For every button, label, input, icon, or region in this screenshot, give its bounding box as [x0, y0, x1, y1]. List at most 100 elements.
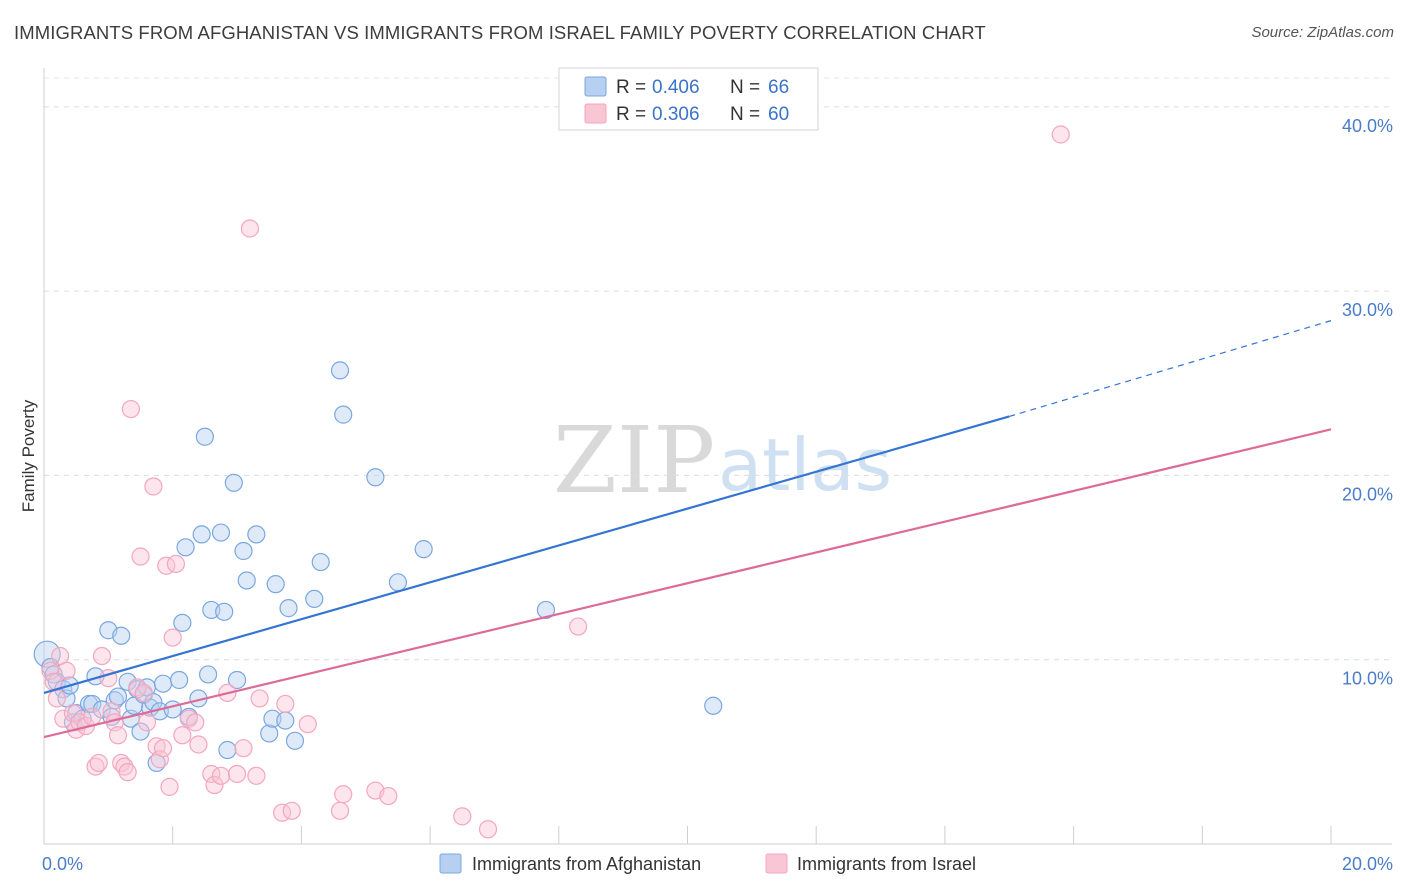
point-series-1-57: [569, 617, 588, 636]
point-series-1-48: [276, 694, 295, 714]
bottom-legend-swatch-israel: [765, 853, 788, 874]
y-tick-labels: 10.0% 20.0% 30.0% 40.0%: [1342, 116, 1393, 689]
point-series-0-51: [266, 575, 285, 594]
point-series-0-62: [536, 600, 556, 620]
point-series-1-58: [1051, 125, 1070, 144]
data-points: [33, 125, 1070, 839]
point-series-0-38: [195, 427, 214, 446]
point-series-1-52: [334, 785, 353, 804]
point-series-0-37: [192, 525, 211, 544]
point-series-1-19: [115, 757, 134, 776]
point-series-1-45: [247, 766, 266, 785]
top-legend: R = 0.406 N = 66 R = 0.306 N = 60: [558, 67, 819, 131]
point-series-1-2: [47, 689, 66, 708]
point-series-1-5: [57, 661, 76, 680]
point-series-1-29: [153, 739, 173, 758]
point-series-0-60: [388, 573, 408, 592]
y-tick-label-2: 30.0%: [1342, 300, 1393, 320]
point-series-0-59: [366, 468, 385, 487]
point-series-0-42: [215, 602, 234, 621]
point-series-0-52: [276, 711, 295, 730]
point-series-0-46: [234, 541, 253, 561]
point-series-1-34: [173, 726, 192, 745]
point-series-1-20: [118, 763, 137, 782]
y-axis-label: Family Poverty: [19, 399, 38, 512]
point-series-1-54: [379, 786, 398, 806]
point-series-1-23: [131, 547, 150, 566]
point-series-0-63: [704, 696, 723, 715]
point-series-1-36: [186, 713, 205, 732]
point-series-0-39: [198, 665, 218, 684]
point-series-0-45: [227, 670, 247, 690]
point-series-1-55: [453, 807, 472, 826]
point-series-1-15: [102, 702, 121, 721]
point-series-1-46: [250, 689, 269, 708]
point-series-1-56: [478, 820, 498, 839]
point-series-1-39: [205, 775, 224, 795]
point-series-1-50: [298, 715, 317, 734]
point-series-0-44: [224, 473, 243, 492]
point-series-0-54: [285, 731, 305, 750]
point-series-0-43: [218, 740, 237, 760]
point-series-0-49: [260, 724, 279, 743]
legend-r-label-1: R =: [616, 77, 646, 98]
point-series-0-56: [311, 552, 330, 572]
legend-n-value-1: 66: [768, 77, 789, 98]
point-series-1-40: [211, 766, 231, 785]
chart-source: Source: ZipAtlas.com: [1251, 24, 1394, 41]
bottom-legend: Immigrants from Afghanistan Immigrants f…: [439, 853, 976, 874]
point-series-1-44: [240, 219, 260, 238]
point-series-0-32: [170, 670, 189, 690]
point-series-1-43: [234, 739, 253, 758]
point-series-1-31: [160, 777, 179, 796]
point-series-1-42: [227, 764, 247, 784]
point-series-0-53: [279, 599, 298, 618]
point-series-0-18: [112, 626, 131, 645]
bottom-legend-label-afghanistan: Immigrants from Afghanistan: [472, 854, 701, 874]
bottom-legend-swatch-afghanistan: [439, 853, 462, 874]
y-tick-label-1: 20.0%: [1342, 484, 1393, 504]
point-series-1-28: [150, 750, 169, 769]
y-tick-label-3: 40.0%: [1342, 116, 1393, 136]
point-series-1-25: [137, 713, 157, 732]
point-series-0-31: [163, 700, 182, 719]
point-series-1-17: [108, 726, 128, 745]
watermark-zip: ZIP: [553, 407, 715, 514]
point-series-0-61: [414, 540, 433, 559]
trend-extension-series-0: [1009, 320, 1332, 418]
legend-n-label-1: N =: [730, 77, 760, 98]
legend-n-label-2: N =: [730, 104, 760, 125]
point-series-0-11: [83, 694, 102, 714]
point-series-1-13: [92, 646, 112, 666]
point-series-1-37: [189, 735, 208, 754]
point-series-1-21: [121, 399, 140, 419]
x-tick-label-1: 20.0%: [1342, 854, 1393, 874]
point-series-1-10: [83, 707, 102, 726]
trend-line-series-1: [43, 428, 1332, 739]
trend-lines: [43, 320, 1332, 739]
watermark-atlas: atlas: [718, 423, 892, 507]
point-series-1-26: [144, 477, 163, 496]
chart-title: IMMIGRANTS FROM AFGHANISTAN VS IMMIGRANT…: [14, 22, 986, 43]
point-series-1-32: [163, 628, 182, 647]
point-series-1-51: [330, 801, 350, 820]
x-tick-label-0: 0.0%: [42, 854, 83, 874]
point-series-0-58: [334, 405, 353, 424]
point-series-0-19: [118, 672, 137, 691]
point-series-1-33: [166, 554, 186, 573]
legend-r-value-2: 0.306: [652, 104, 700, 125]
point-series-0-55: [305, 589, 324, 609]
legend-r-label-2: R =: [616, 104, 646, 125]
point-series-0-57: [330, 361, 350, 380]
point-series-1-12: [89, 753, 108, 773]
y-tick-label-0: 10.0%: [1342, 669, 1393, 689]
legend-n-value-2: 60: [768, 104, 789, 125]
watermark: ZIP atlas: [553, 407, 892, 514]
legend-r-value-1: 0.406: [652, 77, 700, 98]
point-series-0-33: [173, 613, 192, 632]
bottom-legend-label-israel: Immigrants from Israel: [797, 854, 976, 874]
legend-swatch-afghanistan: [584, 76, 607, 97]
point-series-1-0: [41, 661, 60, 680]
point-series-0-34: [176, 538, 195, 557]
